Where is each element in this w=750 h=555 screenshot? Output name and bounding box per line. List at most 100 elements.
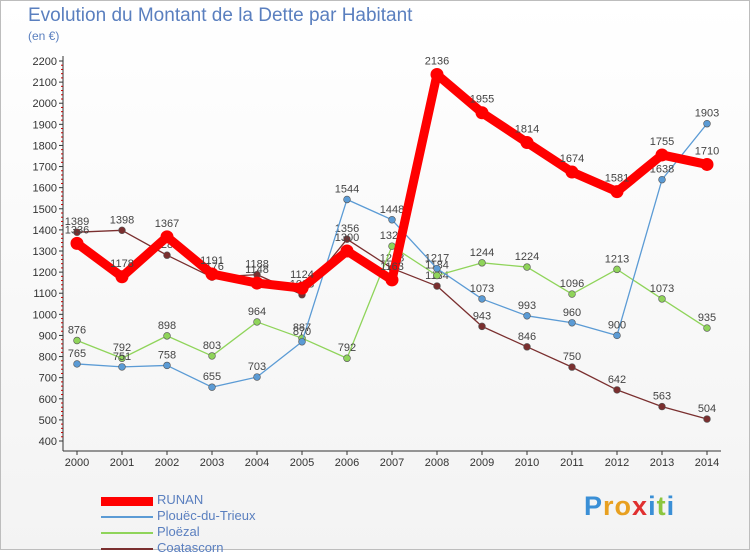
x-tick-label: 2002 xyxy=(155,457,179,469)
data-point xyxy=(613,386,621,394)
data-label: 703 xyxy=(248,361,266,373)
y-tick-label: 1200 xyxy=(33,267,57,279)
chart-subtitle: (en €) xyxy=(28,29,60,43)
y-tick-label: 1900 xyxy=(33,119,57,131)
data-point xyxy=(253,373,261,381)
data-label: 1217 xyxy=(425,253,449,265)
data-point xyxy=(658,402,666,411)
x-tick-label: 2014 xyxy=(695,457,719,469)
data-point xyxy=(73,360,81,368)
data-point xyxy=(703,324,711,332)
x-tick-label: 2003 xyxy=(200,457,224,469)
y-tick-label: 600 xyxy=(39,394,57,406)
data-label: 1178 xyxy=(110,258,134,270)
data-point xyxy=(163,361,171,370)
data-label: 1903 xyxy=(695,108,719,120)
data-point xyxy=(568,363,576,371)
data-point xyxy=(478,295,486,303)
data-label: 1356 xyxy=(335,223,359,235)
data-label: 1638 xyxy=(650,164,674,176)
legend-label: Plouëc-du-Trieux xyxy=(157,508,256,523)
data-label: 2136 xyxy=(425,56,449,68)
y-tick-label: 2100 xyxy=(33,77,57,89)
data-point xyxy=(433,282,441,290)
data-label: 563 xyxy=(653,391,671,403)
data-label: 1073 xyxy=(650,283,674,295)
data-point xyxy=(523,343,531,351)
data-point xyxy=(118,363,126,371)
y-tick-label: 2000 xyxy=(33,98,57,110)
x-tick-label: 2000 xyxy=(65,457,89,469)
data-point xyxy=(163,251,171,259)
y-tick-label: 1700 xyxy=(33,162,57,174)
data-point xyxy=(433,271,441,280)
y-tick-label: 700 xyxy=(39,373,57,385)
data-label: 765 xyxy=(68,348,86,360)
legend-label: RUNAN xyxy=(157,492,204,507)
data-label: 1096 xyxy=(560,278,584,290)
data-label: 1544 xyxy=(335,183,359,195)
data-label: 964 xyxy=(248,306,266,318)
data-label: 898 xyxy=(158,320,176,332)
y-tick-label: 1300 xyxy=(33,246,57,258)
legend-label: Ploëzal xyxy=(157,524,200,539)
data-point xyxy=(250,276,264,290)
y-tick-label: 900 xyxy=(39,330,57,342)
chart-title: Evolution du Montant de la Dette par Hab… xyxy=(28,5,413,26)
data-label: 1148 xyxy=(245,264,269,276)
data-point xyxy=(343,235,351,243)
logo-letter: i xyxy=(666,491,676,521)
data-point xyxy=(118,354,126,362)
x-tick-label: 2012 xyxy=(605,457,629,469)
data-point xyxy=(118,226,126,235)
data-point xyxy=(658,175,666,184)
data-point xyxy=(655,148,669,162)
data-point xyxy=(565,165,579,179)
data-point xyxy=(340,244,354,258)
logo-letter: i xyxy=(648,491,657,521)
x-tick-label: 2005 xyxy=(290,457,314,469)
data-label: 1224 xyxy=(515,251,539,263)
y-tick-label: 1600 xyxy=(33,183,57,195)
data-point xyxy=(295,281,309,295)
data-point xyxy=(523,263,531,271)
data-label: 1674 xyxy=(560,153,584,165)
data-point xyxy=(568,290,576,298)
data-label: 1755 xyxy=(650,136,674,148)
data-point xyxy=(520,135,534,149)
data-point xyxy=(343,354,351,362)
data-point xyxy=(208,352,216,360)
legend-swatch xyxy=(101,548,153,550)
legend-label: Coatascorn xyxy=(157,540,224,555)
data-point xyxy=(568,319,576,327)
data-point xyxy=(433,264,441,273)
data-point xyxy=(70,236,84,250)
data-point xyxy=(115,270,129,284)
data-point xyxy=(73,228,81,236)
data-label: 1710 xyxy=(695,145,719,157)
y-tick-label: 1400 xyxy=(33,225,57,237)
data-label: 876 xyxy=(68,325,86,337)
y-tick-label: 1000 xyxy=(33,309,57,321)
data-label: 642 xyxy=(608,374,626,386)
logo-letter: x xyxy=(632,491,649,521)
data-label: 758 xyxy=(158,349,176,361)
data-label: 803 xyxy=(203,340,221,352)
x-tick-label: 2009 xyxy=(470,457,494,469)
data-label: 792 xyxy=(338,342,356,354)
x-tick-label: 2011 xyxy=(560,457,584,469)
data-label: 935 xyxy=(698,312,716,324)
data-point xyxy=(73,336,81,345)
data-label: 1955 xyxy=(470,94,494,106)
data-label: 750 xyxy=(563,351,581,363)
legend-swatch xyxy=(101,532,153,534)
y-tick-label: 1500 xyxy=(33,204,57,216)
data-point xyxy=(430,68,444,82)
data-label: 504 xyxy=(698,403,716,415)
data-point xyxy=(343,195,351,204)
data-label: 1581 xyxy=(605,173,629,185)
logo-letter: P xyxy=(584,491,604,521)
data-point xyxy=(523,312,531,320)
